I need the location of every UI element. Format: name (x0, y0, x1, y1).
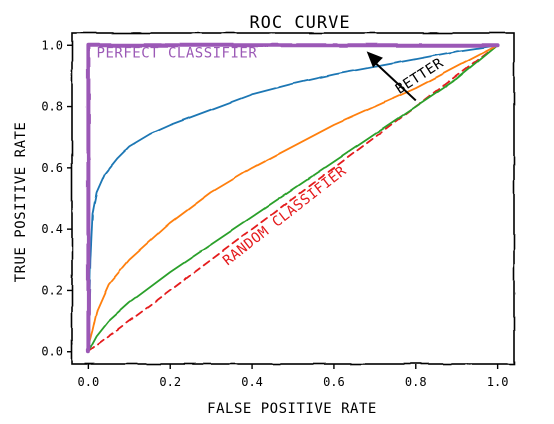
x-tick-label: 0.6 (323, 375, 345, 389)
x-tick-label: 0.2 (159, 375, 181, 389)
axes-frame (71, 32, 515, 365)
y-axis-label: TRUE POSITIVE RATE (13, 122, 29, 283)
perfect-classifier-label: PERFECT CLASSIFIER (97, 46, 258, 62)
orange-roc-curve (87, 44, 499, 347)
green-roc-curve (87, 44, 499, 353)
x-tick-label: 0.4 (241, 375, 263, 389)
y-tick-label: 0.2 (41, 283, 63, 297)
y-tick-label: 0.6 (41, 161, 63, 175)
y-tick-label: 1.0 (41, 38, 63, 52)
x-tick-label: 0.8 (405, 375, 427, 389)
better-arrow-head (366, 51, 383, 68)
perfect-classifier-line (86, 43, 500, 354)
y-tick-label: 0.4 (41, 222, 63, 236)
y-tick-label: 0.8 (41, 100, 63, 114)
x-axis-label: FALSE POSITIVE RATE (207, 401, 377, 417)
x-tick-label: 1.0 (487, 375, 509, 389)
x-tick-label: 0.0 (78, 375, 100, 389)
plot-area: 0.0 0.2 0.4 0.6 0.8 1.0 0.0 0.2 0.4 0.6 0.8 1.0 PERF… (41, 32, 515, 389)
blue-roc-curve (87, 44, 499, 347)
random-classifier-label: RANDOM CLASSIFIER (220, 163, 350, 269)
chart-title: ROC CURVE (249, 13, 350, 33)
y-tick-label: 0.0 (41, 345, 63, 359)
better-arrow-shaft (371, 59, 417, 102)
